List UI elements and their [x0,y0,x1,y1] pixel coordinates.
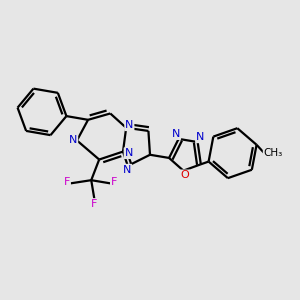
Text: F: F [111,177,117,187]
Text: N: N [123,165,131,175]
Text: N: N [69,136,77,146]
Text: N: N [196,132,204,142]
Text: CH₃: CH₃ [264,148,283,158]
Text: N: N [172,129,180,139]
Text: N: N [125,120,134,130]
Text: F: F [64,177,70,187]
Text: N: N [124,148,133,158]
Text: F: F [91,199,98,209]
Text: O: O [181,170,189,180]
